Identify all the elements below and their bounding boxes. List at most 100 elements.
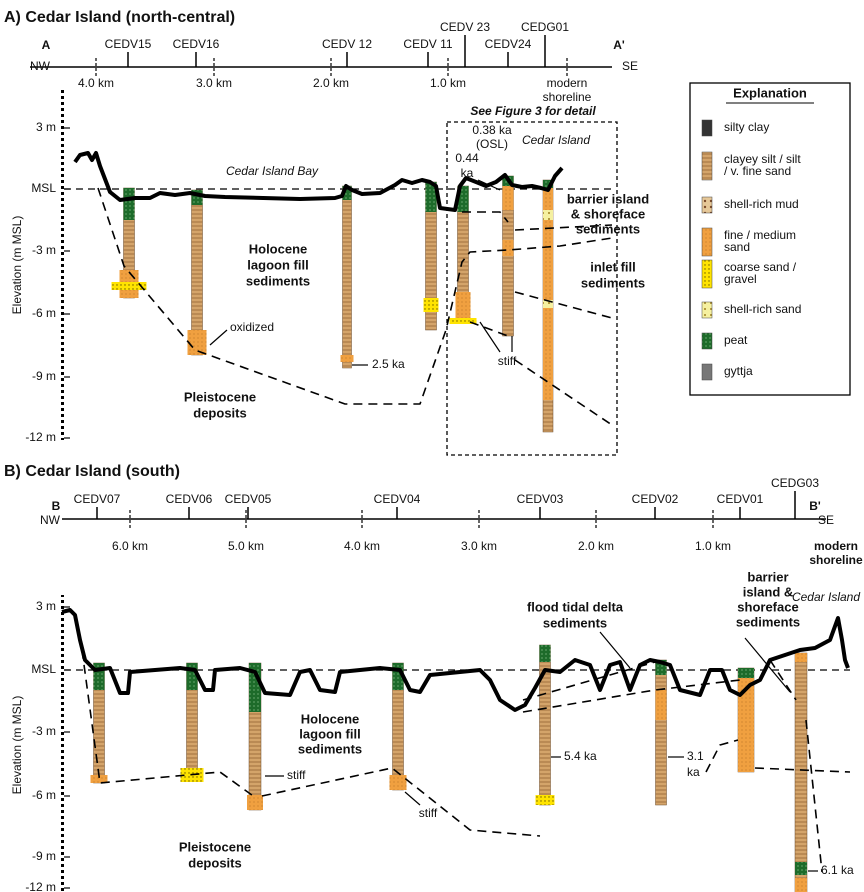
annotation: Pleistocene <box>184 389 256 404</box>
legend-item: clayey silt / silt <box>724 152 801 166</box>
legend-item: shell-rich mud <box>724 197 799 211</box>
legend-swatch <box>701 332 713 350</box>
legend-item: sand <box>724 240 750 254</box>
core-label: CEDV 12 <box>322 37 372 51</box>
core-peat <box>543 180 553 188</box>
core-unit <box>543 188 553 400</box>
contact <box>462 211 509 223</box>
annotation: ka <box>687 765 700 779</box>
annotation: 6.1 ka <box>821 863 854 877</box>
core-label: CEDV 11 <box>403 37 452 51</box>
direction: SE <box>818 513 834 527</box>
panel-title: A) Cedar Island (north-central) <box>4 9 235 26</box>
core-peat <box>392 663 404 690</box>
y-tick-label: MSL <box>31 662 56 676</box>
annotation: island & <box>743 584 794 599</box>
y-axis-label: Elevation (m MSL) <box>10 216 24 315</box>
core <box>794 652 808 892</box>
legend-item: shell-rich sand <box>724 302 801 316</box>
core-unit <box>502 240 514 256</box>
contact <box>97 187 613 405</box>
line <box>744 637 791 693</box>
distance-label: 4.0 km <box>78 76 114 90</box>
core-peat <box>191 190 203 205</box>
line <box>477 179 501 191</box>
legend-item: peat <box>724 333 748 347</box>
shoreline-label: modern <box>547 76 588 90</box>
distance-label: 5.0 km <box>228 539 264 553</box>
core-unit <box>543 210 553 220</box>
contact <box>705 739 739 773</box>
contact <box>469 321 509 337</box>
core-peat <box>457 186 469 212</box>
core-label: CEDV24 <box>485 37 532 51</box>
distance-label: 1.0 km <box>430 76 466 90</box>
direction: NW <box>40 513 61 527</box>
layout <box>30 35 851 892</box>
annotation: stiff <box>498 354 517 368</box>
y-tick-label: -3 m <box>32 724 56 738</box>
line <box>479 321 501 353</box>
annotation: sediments <box>736 614 800 629</box>
annotation: 2.5 ka <box>372 357 405 371</box>
ground-surface <box>61 608 850 712</box>
annotation: barrier island <box>567 191 649 206</box>
core-label: CEDG03 <box>771 476 819 490</box>
contact <box>522 661 656 701</box>
annotation: lagoon fill <box>247 257 308 272</box>
distance-label: 3.0 km <box>461 539 497 553</box>
shoreline-label: modern <box>814 539 858 553</box>
legend-item: fine / medium <box>724 228 796 242</box>
core-peat <box>738 668 754 678</box>
y-tick-label: -6 m <box>32 306 56 320</box>
core-label: CEDV15 <box>105 37 152 51</box>
y-axis-label: Elevation (m MSL) <box>10 696 24 795</box>
core-label: CEDV01 <box>717 492 764 506</box>
annotation: 0.38 ka <box>472 123 512 137</box>
label: A' <box>613 38 625 52</box>
y-axis <box>61 595 64 892</box>
label: A <box>42 38 51 52</box>
core-label: CEDV 23 <box>440 20 490 34</box>
annotation: ka <box>461 166 474 180</box>
label: B <box>52 499 61 513</box>
annotation: Holocene <box>249 241 308 256</box>
annotation: 5.4 ka <box>564 749 597 763</box>
annotation: sediments <box>581 275 645 290</box>
annotation: Pleistocene <box>179 839 251 854</box>
core-unit <box>187 330 207 355</box>
shoreline-label: shoreline <box>809 553 863 567</box>
core-label: CEDG01 <box>521 20 569 34</box>
annotation: Holocene <box>301 711 360 726</box>
y-tick-label: -9 m <box>32 849 56 863</box>
contact <box>754 767 851 773</box>
distance-label: 1.0 km <box>695 539 731 553</box>
annotation: 3.1 <box>687 749 704 763</box>
y-tick-label: MSL <box>31 181 56 195</box>
core <box>655 659 667 806</box>
core-peat <box>655 660 667 675</box>
core-unit <box>449 318 477 324</box>
legend-swatch <box>701 301 713 319</box>
legend-item: / v. fine sand <box>724 164 791 178</box>
y-tick-label: -6 m <box>32 788 56 802</box>
legend-item: coarse sand / <box>724 260 797 274</box>
annotation: (OSL) <box>476 137 508 151</box>
line <box>209 329 228 346</box>
label: B' <box>809 499 821 513</box>
ground-surface <box>73 151 564 212</box>
contact <box>261 767 541 837</box>
core-label: CEDV02 <box>632 492 679 506</box>
distance-label: 3.0 km <box>196 76 232 90</box>
core-peat <box>186 663 198 690</box>
core-unit <box>455 292 471 322</box>
line <box>404 791 421 806</box>
annotation: stiff <box>419 806 438 820</box>
core-peat <box>425 182 437 212</box>
direction: NW <box>30 59 51 73</box>
core-unit <box>423 298 439 312</box>
core-label: CEDV04 <box>374 492 421 506</box>
core-peat <box>93 663 105 690</box>
line <box>599 631 631 669</box>
